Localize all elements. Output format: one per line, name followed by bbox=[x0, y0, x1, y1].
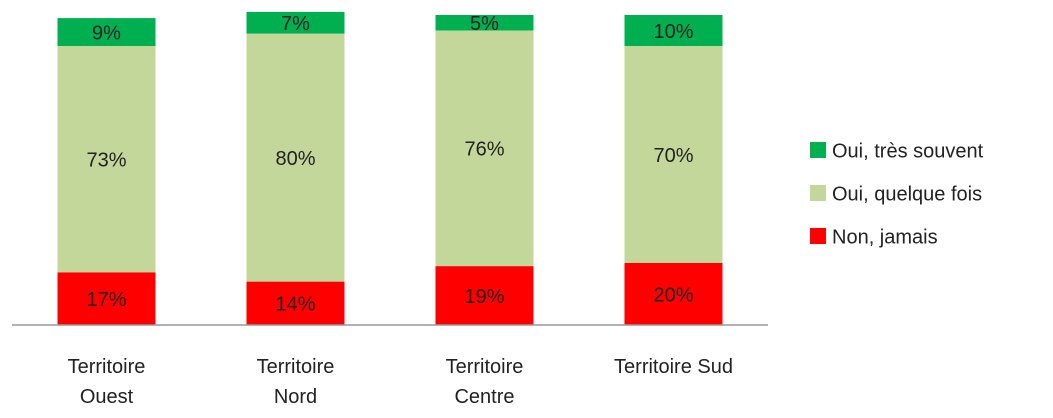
bar-segment bbox=[435, 30, 534, 267]
data-label: 20% bbox=[653, 284, 693, 306]
bar-segment bbox=[246, 11, 345, 34]
data-label: 80% bbox=[275, 148, 315, 170]
data-label: 10% bbox=[653, 21, 693, 43]
data-label: 76% bbox=[464, 139, 504, 161]
bar-segment bbox=[624, 46, 723, 263]
legend-swatch bbox=[810, 142, 826, 158]
bar-segment bbox=[624, 263, 723, 325]
legend-label: Non, jamais bbox=[832, 226, 938, 248]
data-label: 17% bbox=[86, 289, 126, 311]
data-label: 7% bbox=[281, 13, 310, 35]
bar-segment bbox=[57, 18, 156, 46]
data-label: 70% bbox=[653, 145, 693, 167]
bar-segment bbox=[435, 15, 534, 31]
bar-segment bbox=[246, 33, 345, 282]
x-tick-label: Territoire Ouest bbox=[67, 356, 146, 408]
x-tick-label: Territoire Sud bbox=[614, 356, 733, 378]
data-label: 19% bbox=[464, 286, 504, 308]
data-label: 73% bbox=[86, 149, 126, 171]
bar-segment bbox=[57, 46, 156, 273]
x-tick-label: Territoire Nord bbox=[256, 356, 335, 408]
bar-segment bbox=[435, 266, 534, 325]
data-label: 14% bbox=[275, 294, 315, 316]
bar-segment bbox=[624, 15, 723, 46]
x-tick-label: Territoire Centre bbox=[445, 356, 524, 408]
data-label: 9% bbox=[92, 22, 121, 44]
legend-label: Oui, quelque fois bbox=[832, 183, 982, 205]
legend-swatch bbox=[810, 185, 826, 201]
legend-swatch bbox=[810, 228, 826, 244]
bar-segment bbox=[57, 272, 156, 325]
legend-label: Oui, très souvent bbox=[832, 140, 984, 162]
data-label: 5% bbox=[470, 13, 499, 35]
bar-segment bbox=[246, 281, 345, 325]
